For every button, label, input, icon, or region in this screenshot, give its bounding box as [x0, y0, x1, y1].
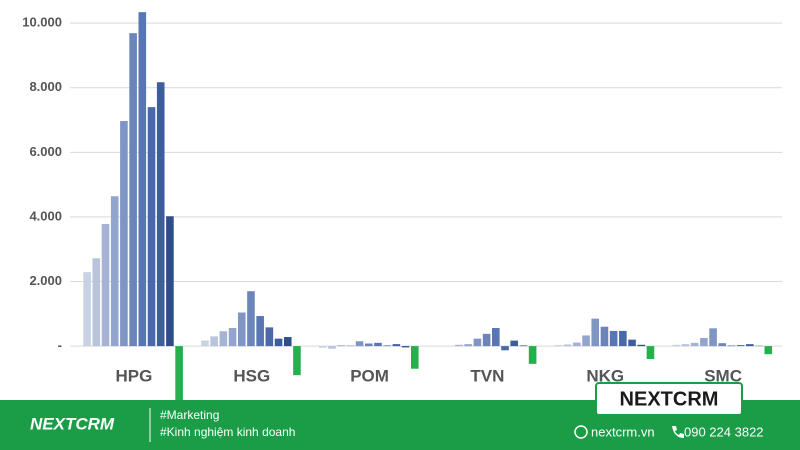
bar: [709, 328, 717, 347]
footer-logo: NEXTCRM: [30, 414, 115, 433]
bar: [563, 344, 572, 347]
bar: [92, 258, 101, 347]
bar: [129, 33, 137, 347]
bar: [210, 336, 218, 347]
globe-icon: [574, 425, 588, 439]
bar: [401, 346, 410, 348]
bar: [646, 346, 655, 360]
bar: [265, 327, 274, 347]
website[interactable]: nextcrm.vn: [591, 424, 655, 439]
bar: [101, 224, 110, 347]
phone[interactable]: 090 224 3822: [684, 424, 764, 439]
bar: [473, 338, 482, 347]
bar: [628, 339, 636, 347]
bar: [110, 196, 119, 347]
bar: [736, 345, 745, 347]
bar: [746, 344, 754, 347]
bar: [328, 346, 336, 349]
bar: [455, 344, 463, 347]
bar: [364, 343, 373, 347]
x-tick-label: SMC: [704, 366, 742, 385]
bar: [247, 291, 255, 347]
bar: [681, 344, 690, 347]
bar: [672, 344, 681, 347]
bar: [482, 333, 491, 347]
bar: [237, 312, 246, 347]
bar: [700, 338, 708, 347]
bar: [201, 340, 209, 347]
bar: [600, 326, 609, 347]
bar: [256, 316, 264, 347]
bar: [293, 346, 301, 376]
footer: NEXTCRM #Marketing #Kinh nghiệm kinh doa…: [0, 382, 800, 450]
bar: [175, 346, 183, 401]
bar: [138, 12, 147, 347]
bar: [392, 344, 401, 347]
y-tick-label: -: [58, 338, 62, 353]
bar: [337, 345, 345, 347]
bar: [120, 121, 128, 347]
footer-tag: #Marketing: [160, 408, 219, 422]
plot-area: - 2.000 4.000 6.000 8.000 10.000 HPG HSG POM TVN N…: [22, 12, 782, 401]
bar: [718, 343, 727, 347]
y-tick-label: 6.000: [29, 144, 62, 159]
bar: [619, 330, 627, 347]
bar: [690, 342, 699, 347]
bar: [219, 331, 228, 347]
bar: [355, 341, 364, 347]
bar: [464, 344, 473, 347]
bar: [501, 346, 509, 351]
bar: [554, 345, 563, 347]
badge: [595, 382, 743, 416]
bar: [727, 345, 736, 347]
bar: [528, 346, 537, 364]
bar: [318, 346, 327, 348]
bar: [346, 345, 355, 347]
bar: [510, 340, 519, 347]
y-tick-label: 2.000: [29, 273, 62, 288]
bar: [637, 344, 646, 347]
bar: [166, 216, 174, 347]
bar: [228, 328, 237, 347]
x-tick-label: TVN: [470, 366, 504, 385]
y-tick-label: 4.000: [29, 208, 62, 223]
x-tick-label: HSG: [233, 366, 270, 385]
bar: [573, 342, 581, 347]
bar: [764, 346, 773, 355]
bar: [156, 82, 165, 347]
bar: [582, 335, 590, 347]
bar: [492, 328, 500, 347]
y-tick-label: 10.000: [22, 15, 62, 30]
y-tick-label: 8.000: [29, 79, 62, 94]
bar: [609, 330, 618, 347]
x-tick-label: POM: [350, 366, 389, 385]
footer-tag: #Kinh nghiệm kinh doanh: [160, 425, 295, 439]
bar: [83, 272, 91, 347]
bar: [283, 337, 292, 347]
bar: [374, 342, 382, 347]
x-tick-label: NKG: [586, 366, 624, 385]
bar: [591, 318, 600, 347]
bar: [519, 345, 528, 347]
bar: [410, 346, 419, 369]
badge-logo: NEXTCRM: [620, 388, 719, 410]
phone-icon: [672, 426, 684, 438]
x-tick-label: HPG: [115, 366, 152, 385]
bar: [274, 338, 283, 347]
bar: [147, 107, 156, 347]
bar: [383, 345, 391, 347]
